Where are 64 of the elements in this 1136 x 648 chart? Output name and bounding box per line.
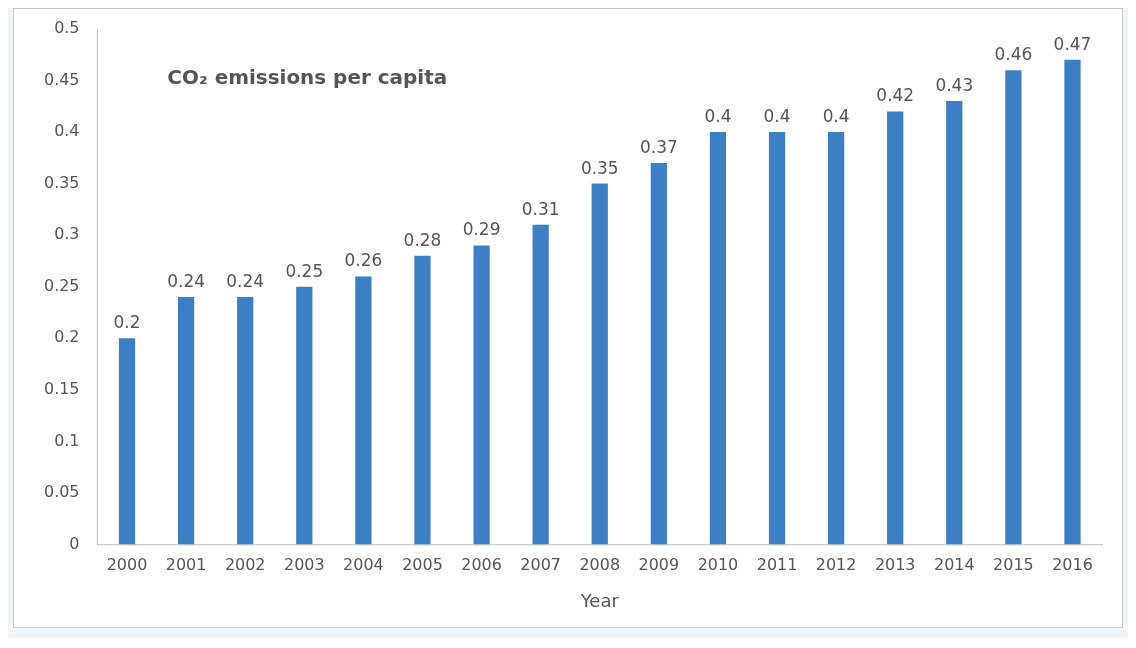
y-tick-label: 0.3 (54, 224, 80, 244)
data-label: 0.24 (226, 270, 265, 291)
data-label: 0.4 (704, 106, 732, 126)
y-tick-label: 0.25 (43, 275, 80, 295)
bar (828, 132, 845, 545)
y-tick-label: 0.05 (43, 482, 80, 502)
y-tick-label: 0 (69, 533, 80, 553)
x-axis-title: Year (579, 589, 620, 611)
x-tick-label: 2003 (284, 555, 325, 575)
x-tick-label: 2004 (343, 555, 384, 575)
data-label: 0.47 (1053, 33, 1092, 54)
data-label: 0.37 (639, 136, 678, 157)
bar (473, 245, 490, 545)
x-tick-label: 2005 (402, 555, 443, 575)
bar (1064, 59, 1081, 545)
bar (414, 255, 431, 545)
y-tick-label: 0.35 (43, 172, 80, 192)
bar (118, 338, 136, 545)
data-label: 0.4 (763, 106, 791, 126)
data-label: 0.25 (285, 260, 324, 281)
x-tick-label: 2001 (165, 555, 207, 575)
bar (650, 162, 667, 545)
x-tick-label: 2009 (638, 555, 680, 575)
bar (768, 132, 786, 545)
bar (532, 224, 549, 545)
x-tick-label: 2000 (106, 555, 148, 575)
data-label: 0.28 (403, 229, 442, 250)
bar (1005, 70, 1022, 545)
data-label: 0.42 (876, 85, 915, 106)
data-label: 0.26 (344, 250, 383, 271)
x-tick-label: 2015 (993, 555, 1034, 575)
data-label: 0.31 (521, 198, 560, 219)
text: CO₂ emissions per capita (167, 64, 448, 89)
bar (591, 183, 608, 545)
data-label: 0.4 (822, 106, 850, 126)
x-tick-label: 2008 (579, 555, 621, 575)
data-label: 0.29 (462, 219, 501, 240)
bar (177, 297, 195, 545)
data-label: 0.43 (935, 75, 974, 96)
x-tick-label: 2010 (697, 555, 739, 575)
bar (709, 132, 727, 545)
y-tick-label: 0.4 (54, 121, 80, 141)
bar (296, 286, 313, 545)
data-label: 0.35 (580, 157, 619, 178)
x-tick-label: 2012 (815, 555, 857, 575)
y-tick-label: 0.1 (54, 430, 80, 450)
y-tick-label: 0.45 (43, 69, 80, 89)
y-tick-label: 0.15 (43, 378, 80, 398)
bar (355, 276, 372, 545)
x-tick-label: 2016 (1052, 555, 1093, 575)
x-tick-label: 2013 (874, 555, 916, 575)
data-label: 0.24 (167, 270, 205, 291)
y-tick-label: 0.5 (54, 18, 80, 38)
bar (237, 297, 254, 545)
bar (946, 101, 963, 545)
x-tick-label: 2011 (756, 555, 798, 575)
data-label: 0.2 (113, 312, 141, 333)
x-tick-label: 2006 (461, 555, 502, 575)
y-tick-label: 0.2 (54, 327, 80, 347)
x-tick-label: 2007 (520, 555, 561, 575)
x-tick-label: 2002 (224, 555, 266, 575)
x-tick-label: 2014 (934, 555, 975, 575)
bar (887, 111, 904, 545)
data-label: 0.46 (994, 44, 1033, 65)
